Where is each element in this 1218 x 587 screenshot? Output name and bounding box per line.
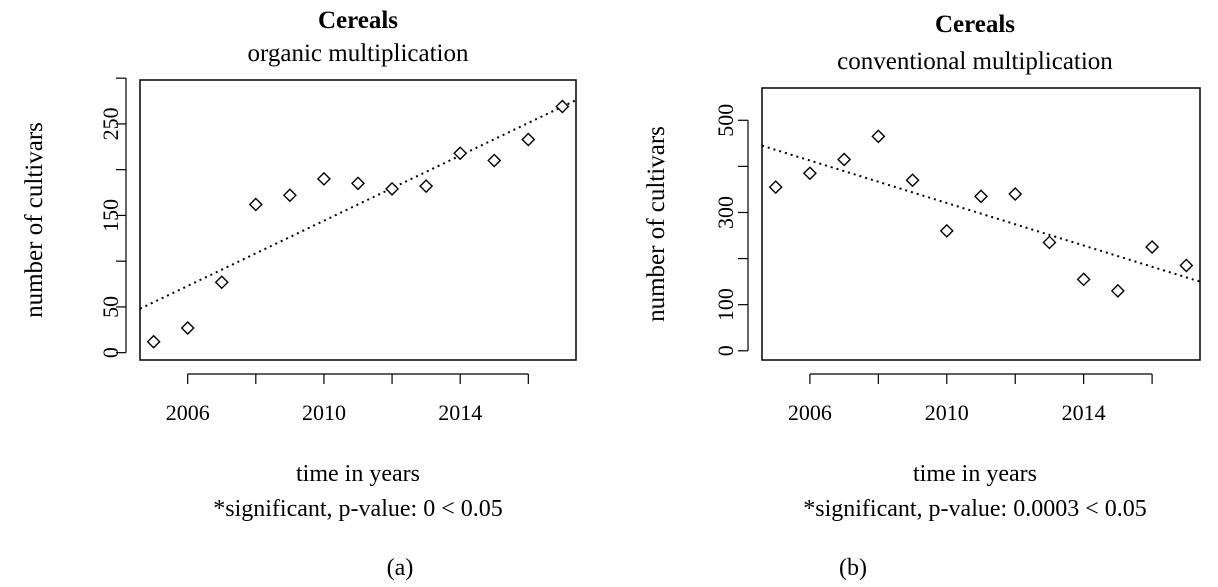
data-point [487,153,502,168]
y-tick-label: 300 [713,196,738,229]
chart-panel-a: Cereals organic multiplication 0 50 150 250 20… [21,7,577,581]
panel-label: (b) [839,555,867,581]
data-point [1145,240,1160,255]
data-point [871,129,886,144]
x-tick-label: 2006 [166,400,210,425]
chart-title: Cereals [318,7,398,34]
data-point [768,180,783,195]
y-tick-label: 150 [98,199,123,232]
data-point [1042,235,1057,250]
chart-subtitle: organic multiplication [247,40,469,67]
x-tick-label: 2010 [925,400,969,425]
data-point [282,188,297,203]
plot-frame [761,87,1201,361]
y-tick-label: 500 [713,104,738,137]
y-tick-label: 50 [98,296,123,318]
data-point [214,275,229,290]
data-point [837,152,852,167]
x-tick-label: 2014 [1062,400,1106,425]
data-point [974,189,988,204]
data-point [180,320,195,335]
significance-note: *significant, p-value: 0 < 0.05 [213,496,502,522]
trend-line [761,144,1201,283]
y-tick-label: 100 [713,288,738,321]
y-tick-label: 0 [713,345,738,356]
x-tick-label: 2014 [438,400,482,425]
x-axis-label: time in years [913,461,1037,487]
x-tick-label: 2010 [302,400,346,425]
y-tick-label: 250 [98,107,123,140]
plot-frame [139,79,577,361]
x-axis-label: time in years [296,461,420,487]
y-tick-label: 0 [98,347,123,358]
data-point [385,181,400,196]
data-point [248,197,263,212]
data-point [1179,258,1194,273]
data-point [453,146,468,161]
data-point [1110,283,1125,298]
chart-panel-b: Cereals conventional multiplication 0 100 30… [643,11,1201,581]
trend-line [139,99,577,310]
chart-subtitle: conventional multiplication [837,48,1113,75]
significance-note: *significant, p-value: 0.0003 < 0.05 [803,496,1146,522]
x-tick-label: 2006 [788,400,832,425]
data-point [802,166,817,181]
data-point [419,179,434,194]
data-point [905,173,920,188]
panel-label: (a) [387,555,414,581]
data-point [939,223,954,238]
data-point [316,171,331,186]
data-point [1076,272,1091,287]
chart-title: Cereals [935,11,1015,38]
y-axis-label: number of cultivars [643,126,670,322]
data-point [146,334,161,349]
data-point [351,176,365,191]
y-axis-label: number of cultivars [21,122,48,318]
data-point [1008,187,1023,202]
data-point [555,99,570,114]
data-point [521,132,536,147]
